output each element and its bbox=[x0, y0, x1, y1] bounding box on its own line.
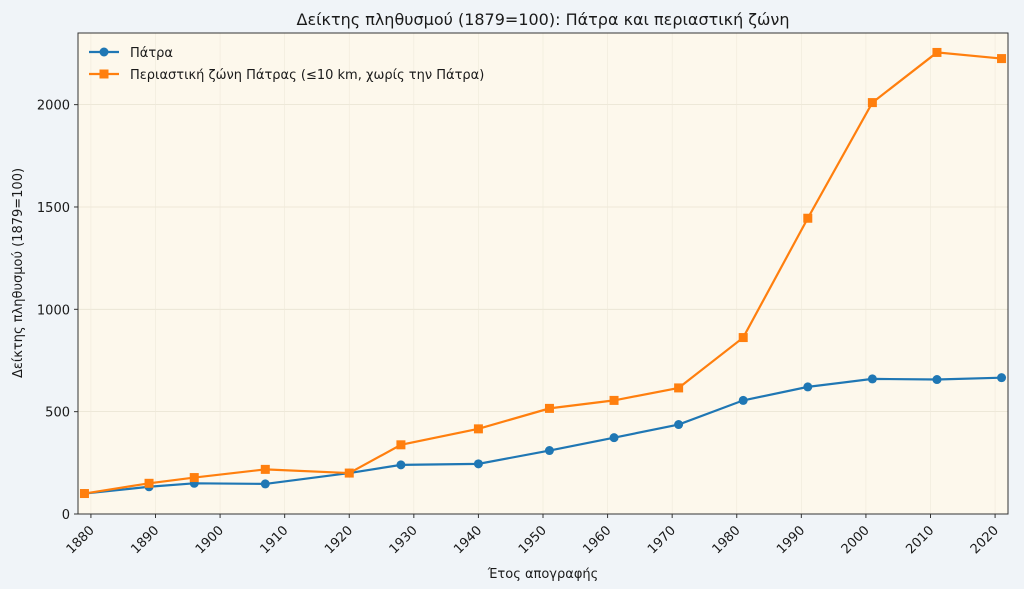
y-tick-label: 1000 bbox=[37, 303, 70, 318]
x-tick-label: 2000 bbox=[839, 523, 873, 557]
data-point bbox=[344, 468, 354, 478]
legend-label: Περιαστική ζώνη Πάτρας (≤10 km, χωρίς τη… bbox=[130, 68, 484, 83]
x-tick-label: 2020 bbox=[968, 523, 1002, 557]
data-point bbox=[260, 464, 270, 474]
data-point bbox=[674, 383, 684, 393]
x-tick-label: 2010 bbox=[903, 523, 937, 557]
data-point bbox=[79, 489, 89, 499]
y-tick-label: 1500 bbox=[37, 201, 70, 216]
data-point bbox=[803, 213, 813, 223]
data-point bbox=[997, 373, 1007, 383]
data-point bbox=[260, 479, 270, 489]
data-point bbox=[396, 440, 406, 450]
x-tick-label: 1930 bbox=[387, 523, 421, 557]
data-point bbox=[473, 424, 483, 434]
legend-marker bbox=[99, 47, 109, 57]
series-2 bbox=[79, 47, 1007, 499]
x-tick-label: 1920 bbox=[322, 523, 356, 557]
data-point bbox=[997, 54, 1007, 64]
data-point bbox=[867, 98, 877, 108]
data-point bbox=[473, 459, 483, 469]
x-axis-label: Έτος απογραφής bbox=[487, 567, 599, 582]
data-point bbox=[544, 446, 554, 456]
x-tick-label: 1900 bbox=[193, 523, 227, 557]
data-point bbox=[932, 47, 942, 57]
data-point bbox=[932, 375, 942, 385]
y-tick-label: 2000 bbox=[37, 99, 70, 114]
data-point bbox=[738, 395, 748, 405]
data-point bbox=[867, 374, 877, 384]
legend-label: Πάτρα bbox=[130, 46, 173, 61]
data-point bbox=[396, 460, 406, 470]
data-point bbox=[189, 473, 199, 483]
legend-marker bbox=[99, 69, 109, 79]
chart-title: Δείκτης πληθυσμού (1879=100): Πάτρα και … bbox=[297, 10, 790, 29]
x-tick-label: 1940 bbox=[451, 523, 485, 557]
data-point bbox=[144, 478, 154, 488]
x-tick-label: 1980 bbox=[710, 523, 744, 557]
data-point bbox=[609, 433, 619, 443]
x-tick-label: 1910 bbox=[257, 523, 291, 557]
y-tick-label: 0 bbox=[62, 508, 70, 523]
legend: Πάτρα Περιαστική ζώνη Πάτρας (≤10 km, χωρ… bbox=[89, 46, 484, 83]
x-tick-label: 1970 bbox=[645, 523, 679, 557]
series-layer bbox=[79, 47, 1007, 499]
x-tick-label: 1880 bbox=[64, 523, 98, 557]
y-axis-label: Δείκτης πληθυσμού (1879=100) bbox=[11, 168, 26, 378]
data-point bbox=[544, 403, 554, 413]
data-point bbox=[738, 333, 748, 343]
x-tick-label: 1950 bbox=[516, 523, 550, 557]
x-tick-label: 1960 bbox=[580, 523, 614, 557]
data-point bbox=[609, 395, 619, 405]
data-point bbox=[674, 420, 684, 430]
data-point bbox=[803, 382, 813, 392]
x-tick-label: 1890 bbox=[128, 523, 162, 557]
x-tick-label: 1990 bbox=[774, 523, 808, 557]
y-tick-label: 500 bbox=[45, 406, 70, 421]
gridlines bbox=[78, 33, 1008, 515]
